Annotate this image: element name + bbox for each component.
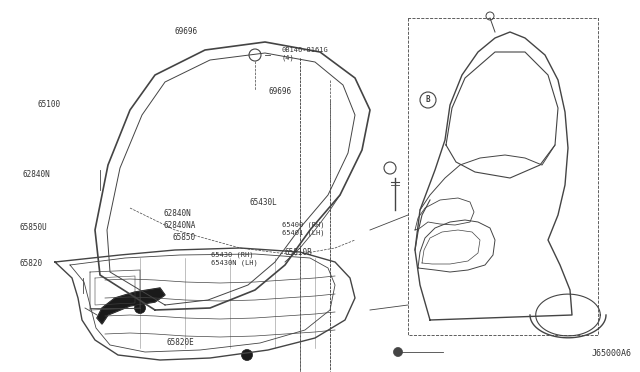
Text: 62840NA: 62840NA <box>163 221 196 230</box>
Circle shape <box>241 350 253 360</box>
Text: 62840N: 62840N <box>163 209 191 218</box>
Circle shape <box>134 302 145 314</box>
Text: 65100: 65100 <box>37 100 60 109</box>
Text: B: B <box>426 96 430 105</box>
Text: 65400 (RH)
65401 (LH): 65400 (RH) 65401 (LH) <box>282 222 324 236</box>
Text: 69696: 69696 <box>174 27 197 36</box>
Text: 65850U: 65850U <box>19 223 47 232</box>
Text: 65820: 65820 <box>19 259 42 267</box>
Text: J65000A6: J65000A6 <box>592 349 632 358</box>
Text: 65850: 65850 <box>173 233 196 242</box>
Text: 65430L: 65430L <box>250 198 277 207</box>
Text: 62840N: 62840N <box>22 170 50 179</box>
Text: 65430 (RH)
65430N (LH): 65430 (RH) 65430N (LH) <box>211 251 258 266</box>
Polygon shape <box>97 288 165 324</box>
Circle shape <box>394 347 403 356</box>
Text: 69696: 69696 <box>269 87 292 96</box>
Text: 0B146-8161G
(4): 0B146-8161G (4) <box>282 47 328 61</box>
Text: 65810B: 65810B <box>285 248 312 257</box>
Text: 65820E: 65820E <box>166 339 194 347</box>
